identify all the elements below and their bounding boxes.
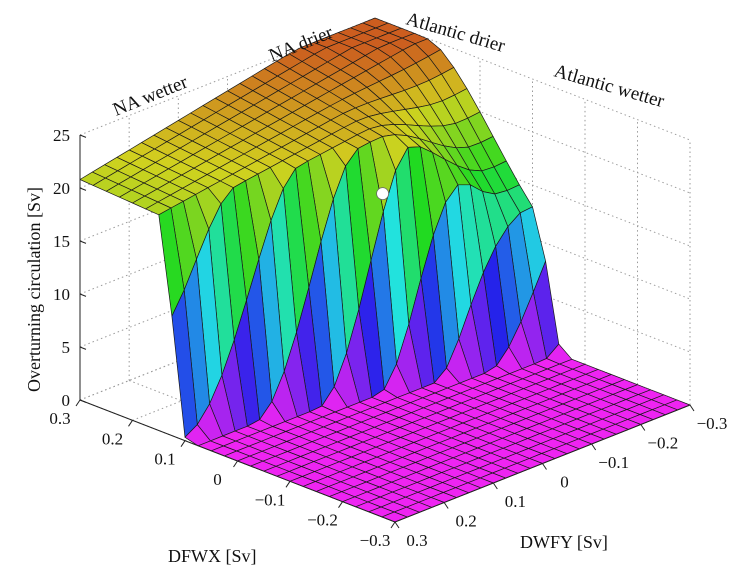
y-tick-label: 0.1 [505,492,526,511]
y-tick-label: 0.3 [406,531,427,550]
axes: 0 5 10 15 20 25 0.3 0.2 0.1 0 −0.1 −0.2 −0.3 0.3 0.2 0.… [49,126,727,550]
y-tick-mark [443,502,449,509]
y-tick-mark [591,443,597,451]
z-tick-mark [79,346,87,350]
z-tick-mark [79,187,87,191]
y-tick-mark [640,424,646,431]
y-tick-label: 0.2 [456,512,477,531]
z-tick-mark [79,240,87,244]
x-tick-label: 0.1 [154,450,175,469]
x-tick-mark [285,481,291,488]
x-tick-mark [75,399,81,407]
y-tick-mark [492,482,498,490]
y-tick-label: −0.2 [647,434,678,453]
z-tick-label: 15 [53,232,70,251]
x-tick-mark [338,501,343,508]
z-tick-label: 5 [62,338,71,357]
z-tick-label: 10 [53,285,70,304]
z-tick-mark [79,293,87,297]
x-tick-label: 0.3 [49,409,70,428]
y-tick-mark [542,463,547,470]
x-tick-mark [390,521,396,529]
z-tick-label: 25 [53,126,70,145]
x-tick-mark [233,460,238,468]
z-tick-label: 0 [62,391,71,410]
y-tick-mark [394,521,400,529]
x-tick-label: 0.2 [102,429,123,448]
x-tick-label: −0.1 [255,490,286,509]
y-axis-title: DWFY [Sv] [520,532,608,552]
z-tick-mark [79,134,87,138]
x-tick-mark [128,420,133,427]
y-tick-label: −0.1 [598,453,629,472]
z-axis-title: Overturning circulation [Sv] [24,187,44,392]
y-tick-label: −0.3 [697,414,728,433]
surface-mesh [79,17,691,523]
region-label-na-wetter: NA wetter [110,71,191,120]
x-tick-label: −0.2 [307,511,338,530]
x-tick-label: −0.3 [360,531,391,550]
region-label-atlantic-wetter: Atlantic wetter [552,61,667,113]
y-tick-label: 0 [560,473,569,492]
x-axis-title: DFWX [Sv] [168,546,257,566]
x-tick-label: 0 [213,470,222,489]
x-tick-mark [180,440,186,447]
y-tick-mark [689,404,695,412]
equilibrium-marker [376,187,390,201]
z-tick-label: 20 [53,179,70,198]
